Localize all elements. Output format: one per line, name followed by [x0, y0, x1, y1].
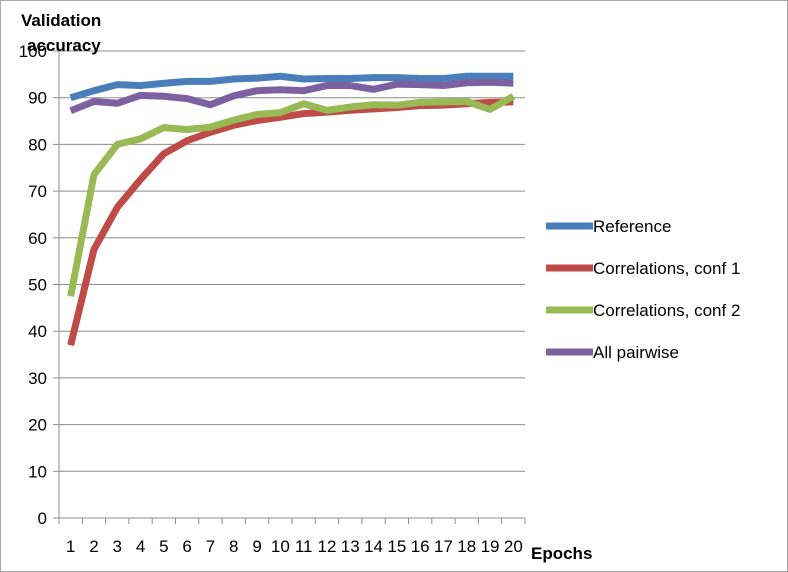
x-tick-label: 4 — [136, 537, 145, 556]
y-tick-label: 80 — [28, 135, 47, 154]
x-tick-label: 2 — [89, 537, 98, 556]
series-line-correlations-conf-2 — [67, 93, 516, 297]
y-tick-label: 10 — [28, 462, 47, 481]
x-tick-label: 13 — [341, 537, 360, 556]
x-tick-label: 7 — [206, 537, 215, 556]
x-tick-label: 8 — [229, 537, 238, 556]
x-tick-label: 15 — [387, 537, 406, 556]
x-tick-label: 1 — [66, 537, 75, 556]
x-tick-label: 11 — [295, 537, 313, 556]
x-tick-label: 19 — [481, 537, 500, 556]
x-tick-label: 12 — [317, 537, 336, 556]
x-tick-label: 9 — [252, 537, 261, 556]
series-line-all-pairwise — [69, 78, 514, 115]
x-tick-label: 14 — [364, 537, 383, 556]
y-tick-label: 30 — [28, 369, 47, 388]
x-tick-label: 3 — [113, 537, 122, 556]
series-line-reference — [69, 72, 514, 102]
y-tick-label: 60 — [28, 229, 47, 248]
legend-label: Reference — [593, 217, 671, 236]
x-tick-label: 10 — [271, 537, 290, 556]
gridlines — [59, 50, 525, 472]
x-tick-label: 17 — [434, 537, 453, 556]
y-tick-label: 70 — [28, 182, 47, 201]
y-tick-label: 0 — [38, 509, 47, 528]
series-lines — [67, 72, 516, 347]
y-tick-label: 40 — [28, 322, 47, 341]
y-tick-label: 100 — [19, 42, 47, 61]
legend-label: All pairwise — [593, 343, 679, 362]
x-tick-label: 16 — [411, 537, 430, 556]
y-axis-title-line2: accuracy — [27, 36, 101, 55]
x-tick-label: 6 — [182, 537, 191, 556]
legend-label: Correlations, conf 2 — [593, 301, 740, 320]
axes — [53, 50, 526, 524]
x-tick-label: 18 — [457, 537, 476, 556]
y-tick-label: 20 — [28, 416, 47, 435]
y-tick-label: 50 — [28, 276, 47, 295]
y-axis-title-line1: Validation — [21, 11, 101, 30]
y-tick-label: 90 — [28, 89, 47, 108]
legend: Reference Correlations, conf 1 Correlation… — [546, 217, 740, 362]
x-tick-label: 20 — [504, 537, 523, 556]
x-tick-label: 5 — [159, 537, 168, 556]
legend-label: Correlations, conf 1 — [593, 259, 740, 278]
x-axis-title: Epochs — [531, 544, 592, 563]
